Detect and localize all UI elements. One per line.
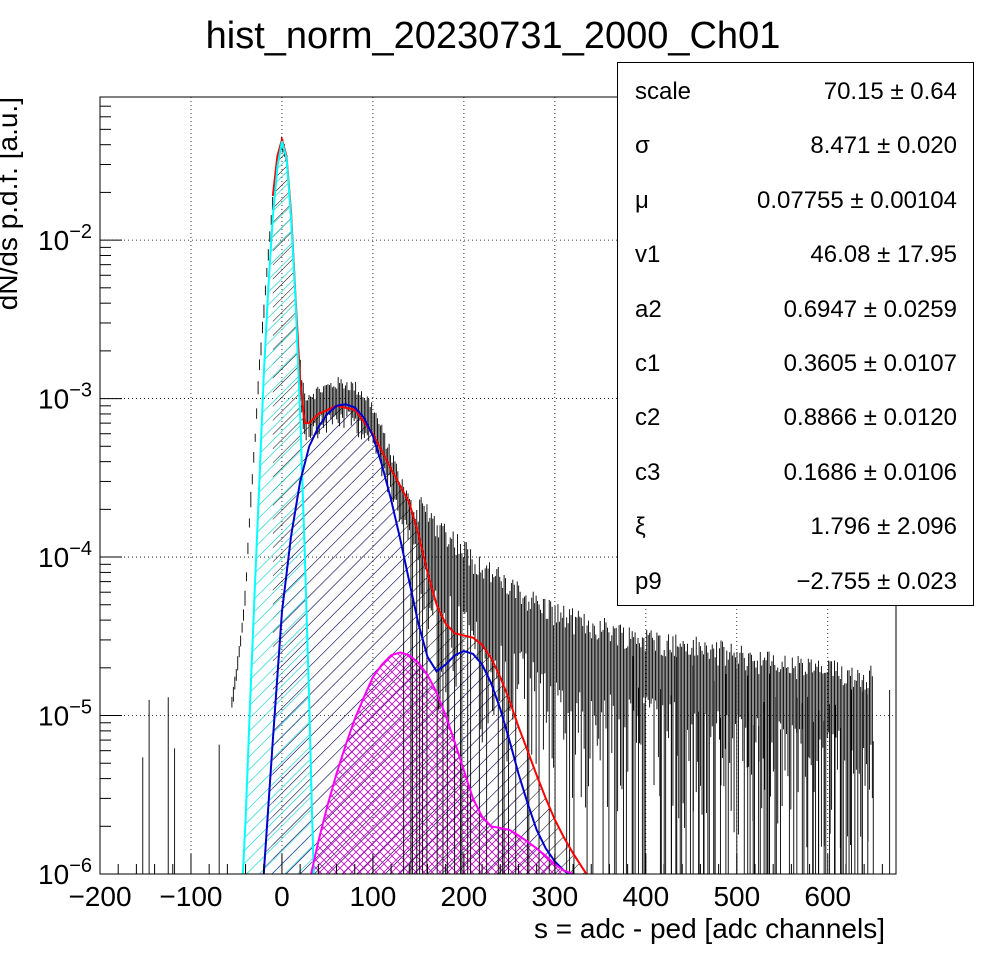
stats-param-value: 70.15 ± 0.64 <box>823 78 957 105</box>
y-axis: 10−6 10−5 10−4 10−3 10−2 <box>38 105 122 890</box>
y-tick-label: 10−6 <box>38 855 92 890</box>
y-axis-label: dN/ds p.d.f. [a.u.] <box>0 97 23 310</box>
y-tick-label: 10−5 <box>38 697 92 732</box>
stats-row: scale 70.15 ± 0.64 <box>618 63 973 117</box>
x-axis: −200 −100 0 100 200 300 400 500 600 <box>68 854 883 912</box>
fit-curves <box>241 136 588 874</box>
stats-row: c2 0.8866 ± 0.0120 <box>618 389 973 443</box>
stats-param-name: p9 <box>635 567 662 595</box>
stats-param-name: v1 <box>635 241 661 269</box>
stats-param-name: ξ <box>635 513 646 541</box>
stats-param-value: 0.8866 ± 0.0120 <box>783 404 957 432</box>
component-curve <box>241 141 315 874</box>
component-area <box>263 404 569 874</box>
x-tick-label: 600 <box>804 881 851 912</box>
data-histogram <box>142 136 891 874</box>
stats-box: scale 70.15 ± 0.64 σ 8.471 ± 0.020 μ 0.07755 … <box>617 62 974 606</box>
stats-param-name: σ <box>635 132 650 160</box>
stats-row: a2 0.6947 ± 0.0259 <box>618 281 973 335</box>
x-tick-label: 100 <box>350 881 397 912</box>
y-tick-label: 10−4 <box>38 538 92 573</box>
stats-row: p9 −2.755 ± 0.023 <box>618 553 973 607</box>
x-tick-label: −100 <box>159 881 222 912</box>
y-tick-label: 10−3 <box>38 380 92 415</box>
x-tick-label: 500 <box>713 881 760 912</box>
stats-param-name: c2 <box>635 404 661 432</box>
x-axis-label: s = adc - ped [adc channels] <box>534 913 885 944</box>
stats-row: c1 0.3605 ± 0.0107 <box>618 335 973 389</box>
stats-param-value: 8.471 ± 0.020 <box>810 132 957 160</box>
x-tick-label: 0 <box>274 881 290 912</box>
stats-param-value: 0.07755 ± 0.00104 <box>756 186 957 214</box>
x-tick-label: 400 <box>622 881 669 912</box>
stats-row: c3 0.1686 ± 0.0106 <box>618 444 973 498</box>
stats-param-value: 46.08 ± 17.95 <box>810 241 957 269</box>
stats-param-name: a2 <box>635 295 662 323</box>
x-tick-label: 300 <box>531 881 578 912</box>
stats-param-name: μ <box>635 186 649 214</box>
component-curve <box>310 651 574 874</box>
stats-param-value: 0.6947 ± 0.0259 <box>783 295 957 323</box>
stats-param-value: 1.796 ± 2.096 <box>810 513 957 541</box>
stats-param-name: scale <box>635 78 692 105</box>
stats-param-name: c1 <box>635 350 661 377</box>
chart-title: hist_norm_20230731_2000_Ch01 <box>206 15 781 57</box>
stats-param-value: 0.3605 ± 0.0107 <box>783 350 957 377</box>
stats-param-name: c3 <box>635 458 661 486</box>
x-tick-label: −200 <box>68 881 131 912</box>
stats-row: ξ 1.796 ± 2.096 <box>618 498 973 552</box>
x-tick-label: 200 <box>441 881 488 912</box>
stats-param-value: 0.1686 ± 0.0106 <box>783 458 957 486</box>
component-area <box>311 652 574 874</box>
y-tick-label: 10−2 <box>38 221 92 256</box>
stats-row: σ 8.471 ± 0.020 <box>618 117 973 171</box>
stats-param-value: −2.755 ± 0.023 <box>796 567 957 595</box>
stats-row: μ 0.07755 ± 0.00104 <box>618 172 973 226</box>
component-fills <box>242 139 592 874</box>
stats-row: v1 46.08 ± 17.95 <box>618 226 973 280</box>
component-curve <box>262 403 570 874</box>
